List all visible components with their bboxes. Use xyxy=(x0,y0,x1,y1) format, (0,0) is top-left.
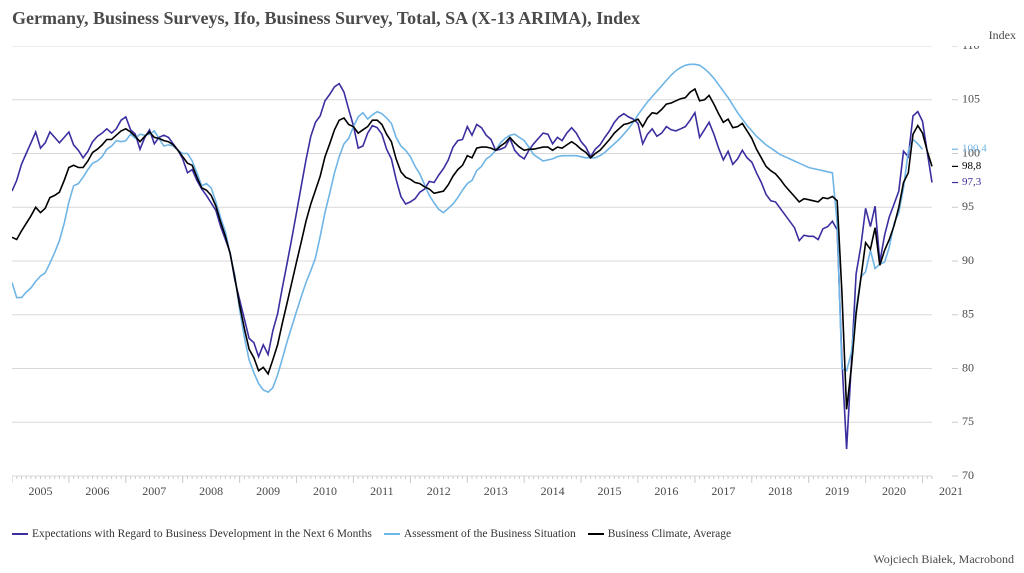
svg-text:2019: 2019 xyxy=(825,484,849,498)
series-climate xyxy=(12,89,932,409)
legend-label: Expectations with Regard to Business Dev… xyxy=(32,528,372,540)
chart-legend: Expectations with Regard to Business Dev… xyxy=(12,528,731,540)
svg-text:2016: 2016 xyxy=(654,484,678,498)
legend-label: Business Climate, Average xyxy=(608,528,731,540)
svg-text:2012: 2012 xyxy=(427,484,451,498)
svg-text:2010: 2010 xyxy=(313,484,337,498)
chart-svg: 7075808590951001051102005200620072008200… xyxy=(12,46,1012,516)
svg-text:2015: 2015 xyxy=(598,484,622,498)
svg-text:95: 95 xyxy=(962,199,974,213)
svg-text:2008: 2008 xyxy=(199,484,223,498)
svg-text:2020: 2020 xyxy=(882,484,906,498)
svg-text:70: 70 xyxy=(962,468,974,482)
series-situation xyxy=(12,64,923,392)
svg-text:2013: 2013 xyxy=(484,484,508,498)
svg-text:2018: 2018 xyxy=(768,484,792,498)
svg-text:2021: 2021 xyxy=(939,484,963,498)
legend-item: Expectations with Regard to Business Dev… xyxy=(12,528,372,540)
svg-text:2009: 2009 xyxy=(256,484,280,498)
svg-text:75: 75 xyxy=(962,414,974,428)
end-label-situation: 100,4 xyxy=(962,143,987,155)
end-label-climate: 98,8 xyxy=(962,160,982,172)
legend-item: Assessment of the Business Situation xyxy=(384,528,576,540)
svg-text:110: 110 xyxy=(962,46,980,52)
svg-text:2011: 2011 xyxy=(370,484,394,498)
svg-text:2017: 2017 xyxy=(711,484,735,498)
chart-plot-area: 7075808590951001051102005200620072008200… xyxy=(12,46,972,504)
svg-text:105: 105 xyxy=(962,92,980,106)
svg-text:80: 80 xyxy=(962,360,974,374)
legend-swatch xyxy=(588,533,604,535)
series-expectations xyxy=(12,84,932,450)
svg-text:85: 85 xyxy=(962,307,974,321)
end-label-expectations: 97,3 xyxy=(962,176,982,188)
svg-text:2014: 2014 xyxy=(541,484,565,498)
chart-title: Germany, Business Surveys, Ifo, Business… xyxy=(12,8,640,29)
legend-label: Assessment of the Business Situation xyxy=(404,528,576,540)
legend-swatch xyxy=(12,533,28,535)
svg-text:2007: 2007 xyxy=(142,484,166,498)
y-axis-label: Index xyxy=(989,28,1016,43)
legend-item: Business Climate, Average xyxy=(588,528,731,540)
chart-credit: Wojciech Białek, Macrobond xyxy=(873,552,1014,567)
svg-text:90: 90 xyxy=(962,253,974,267)
svg-text:2006: 2006 xyxy=(85,484,109,498)
legend-swatch xyxy=(384,533,400,535)
svg-text:2005: 2005 xyxy=(28,484,52,498)
